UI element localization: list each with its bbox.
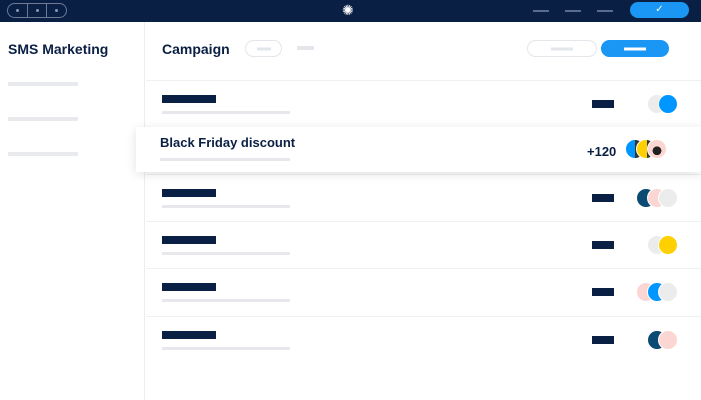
campaign-row[interactable]	[146, 268, 701, 316]
logo-icon: ✺	[342, 2, 354, 18]
window-dot[interactable]	[47, 4, 66, 17]
row-title	[162, 236, 216, 244]
avatar	[658, 235, 678, 255]
sidebar-title: SMS Marketing	[8, 41, 109, 57]
sidebar: SMS Marketing	[0, 22, 145, 400]
avatar	[658, 330, 678, 350]
row-value	[592, 241, 614, 249]
window-dot[interactable]	[8, 4, 28, 17]
campaign-title: Black Friday discount	[160, 135, 296, 150]
secondary-button[interactable]	[527, 40, 597, 57]
campaign-subtitle	[160, 158, 290, 161]
row-value	[592, 100, 614, 108]
primary-button[interactable]	[601, 40, 669, 57]
campaign-row[interactable]	[146, 174, 701, 222]
row-title	[162, 283, 216, 291]
row-subtitle	[162, 252, 290, 255]
top-bar: ✺ ✓	[0, 0, 701, 22]
row-subtitle	[162, 347, 290, 350]
row-value	[592, 288, 614, 296]
row-subtitle	[162, 205, 290, 208]
row-subtitle	[162, 299, 290, 302]
row-subtitle	[162, 111, 290, 114]
window-controls[interactable]	[7, 3, 67, 18]
row-value	[592, 336, 614, 344]
avatar	[658, 94, 678, 114]
check-icon: ✓	[655, 4, 664, 15]
page-title: Campaign	[162, 41, 230, 57]
avatar	[658, 282, 678, 302]
row-title	[162, 189, 216, 197]
campaign-row[interactable]	[146, 221, 701, 269]
filter-pill[interactable]	[245, 40, 282, 57]
campaign-highlight-card[interactable]: Black Friday discount +120	[136, 127, 701, 172]
row-title	[162, 331, 216, 339]
avatar	[647, 139, 667, 159]
recipient-count: +120	[587, 144, 617, 159]
filter-tab[interactable]	[297, 46, 314, 50]
window-dot[interactable]	[28, 4, 48, 17]
avatar	[658, 188, 678, 208]
campaign-row[interactable]	[146, 316, 701, 364]
menu-placeholder[interactable]	[565, 10, 581, 12]
confirm-button[interactable]: ✓	[630, 2, 689, 18]
row-title	[162, 95, 216, 103]
menu-placeholder[interactable]	[533, 10, 549, 12]
row-value	[592, 194, 614, 202]
campaign-row[interactable]	[146, 80, 701, 128]
sidebar-item[interactable]	[8, 152, 78, 156]
sidebar-item[interactable]	[8, 117, 78, 121]
menu-placeholder[interactable]	[597, 10, 613, 12]
sidebar-item[interactable]	[8, 82, 78, 86]
